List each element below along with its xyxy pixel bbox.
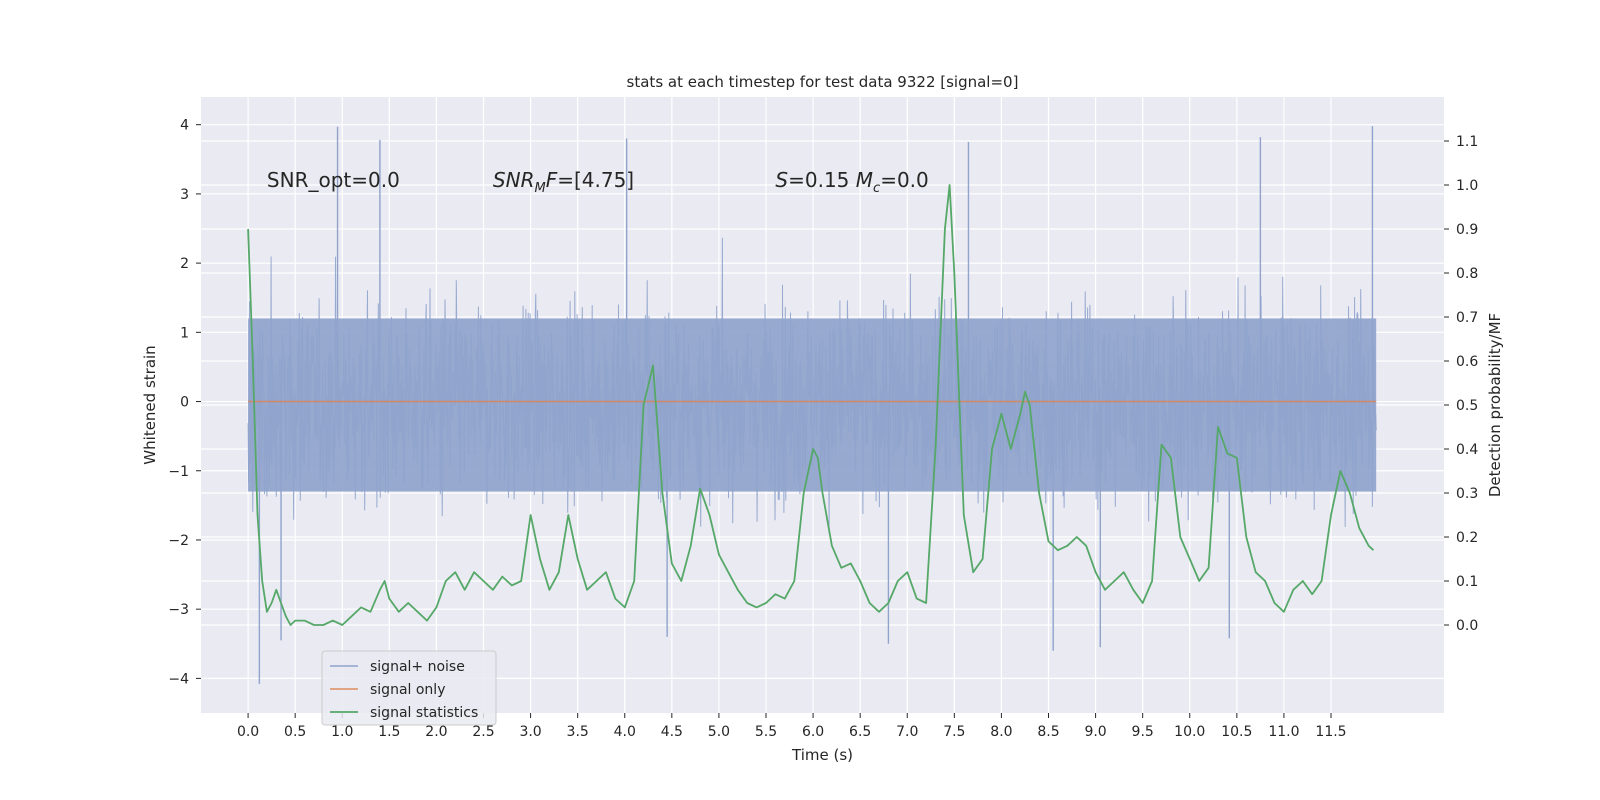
- y2-tick-label: 0.2: [1456, 530, 1478, 546]
- y-tick-label: −3: [168, 602, 189, 618]
- series-layer: [247, 126, 1377, 684]
- x-tick-label: 3.5: [567, 724, 589, 740]
- y-tick-label: 1: [180, 325, 189, 341]
- x-tick-label: 9.0: [1084, 724, 1106, 740]
- x-tick-label: 11.5: [1315, 724, 1346, 740]
- x-tick-label: 11.0: [1268, 724, 1299, 740]
- y-tick-label: 4: [180, 118, 189, 134]
- y-tick-label: −1: [168, 464, 189, 480]
- annotation-2: SNRMF=[4.75]: [493, 168, 634, 196]
- y2-axis-label: Detection probability/MF: [1486, 313, 1504, 497]
- x-tick-label: 4.0: [614, 724, 636, 740]
- series-signal-statistics: [247, 184, 1375, 626]
- x-tick-label: 9.5: [1132, 724, 1154, 740]
- y-tick-label: 2: [180, 256, 189, 272]
- x-tick-label: 7.0: [896, 724, 918, 740]
- x-tick-label: 0.0: [237, 724, 259, 740]
- x-tick-label: 10.5: [1221, 724, 1252, 740]
- y2-tick-label: 1.1: [1456, 134, 1478, 150]
- y2-tick-label: 0.0: [1456, 618, 1478, 634]
- y2-tick-label: 0.3: [1456, 486, 1478, 502]
- x-tick-label: 6.0: [802, 724, 824, 740]
- x-tick-label: 5.0: [708, 724, 730, 740]
- y2-tick-label: 0.8: [1456, 266, 1478, 282]
- y-axis-label: Whitened strain: [141, 345, 159, 464]
- annotation-layer: SNR_opt=0.0 SNRMF=[4.75] S=0.15 Mc=0.0: [267, 168, 929, 196]
- y-tick-label: −2: [168, 533, 189, 549]
- x-tick-label: 2.5: [472, 724, 494, 740]
- x-tick-label: 10.0: [1174, 724, 1205, 740]
- y-tick-label: −4: [168, 671, 189, 687]
- y2-tick-label: 1.0: [1456, 178, 1478, 194]
- x-tick-label: 2.0: [425, 724, 447, 740]
- x-tick-label: 7.5: [943, 724, 965, 740]
- legend: signal+ noise signal only signal statistic…: [321, 650, 497, 726]
- axes-layer: 0.0 0.5 1.0 1.5 2.0 2.5 3.0 3.5 4.0 4.5 5.0 5.5 6.0 6…: [168, 118, 1478, 740]
- y2-tick-label: 0.5: [1456, 398, 1478, 414]
- x-tick-label: 6.5: [849, 724, 871, 740]
- series-signal-plus-noise: [247, 126, 1377, 684]
- legend-box: [321, 650, 497, 726]
- x-axis-label: Time (s): [791, 746, 853, 764]
- x-tick-label: 0.5: [284, 724, 306, 740]
- noise-trace: [247, 237, 1377, 534]
- y-tick-label: 0: [180, 395, 189, 411]
- x-tick-label: 1.5: [378, 724, 400, 740]
- annotation-3: S=0.15 Mc=0.0: [775, 168, 928, 196]
- y2-tick-label: 0.9: [1456, 222, 1478, 238]
- legend-label: signal+ noise: [370, 659, 465, 675]
- x-tick-label: 4.5: [661, 724, 683, 740]
- y2-tick-label: 0.4: [1456, 442, 1478, 458]
- chart-title: stats at each timestep for test data 932…: [627, 73, 1019, 91]
- x-tick-label: 1.0: [331, 724, 353, 740]
- y2-tick-label: 0.1: [1456, 574, 1478, 590]
- x-tick-label: 3.0: [519, 724, 541, 740]
- y2-tick-label: 0.7: [1456, 310, 1478, 326]
- y-tick-label: 3: [180, 187, 189, 203]
- annotation-1: SNR_opt=0.0: [267, 168, 400, 192]
- legend-label: signal only: [370, 682, 445, 698]
- x-tick-label: 8.5: [1037, 724, 1059, 740]
- legend-label: signal statistics: [370, 705, 478, 721]
- x-tick-label: 8.0: [990, 724, 1012, 740]
- x-tick-label: 5.5: [755, 724, 777, 740]
- y2-tick-label: 0.6: [1456, 354, 1478, 370]
